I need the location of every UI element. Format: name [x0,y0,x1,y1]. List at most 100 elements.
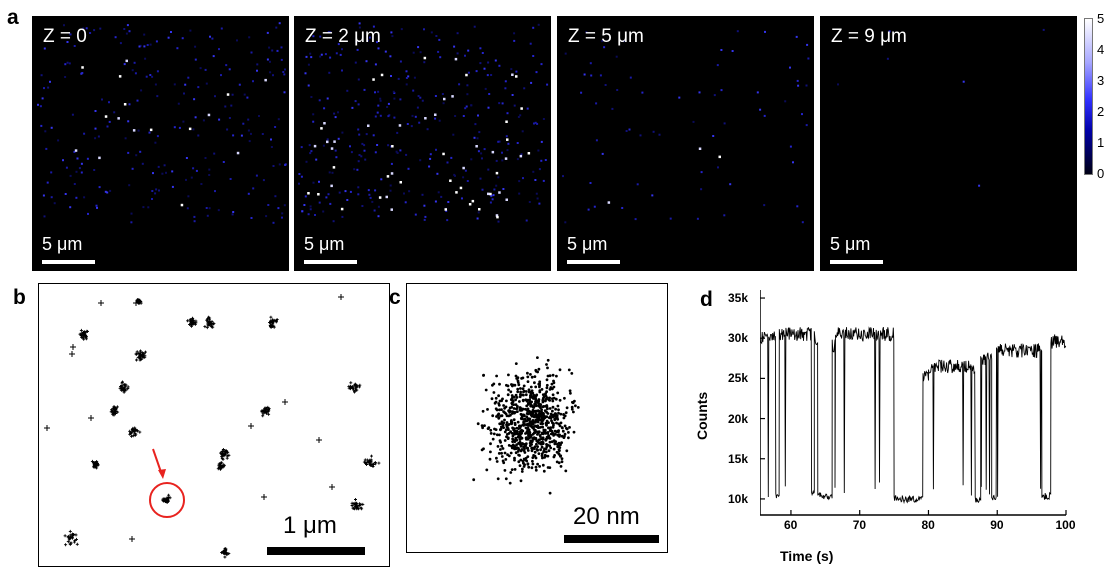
scale-bar [830,260,883,264]
speckle [226,128,229,131]
localization-mark [133,432,137,436]
localization-point [498,433,501,437]
speckle [119,42,122,45]
localization-point [530,443,533,446]
localization-point [521,399,525,403]
speckle [466,93,469,96]
localization-mark [282,399,288,405]
bright-spot [264,78,267,82]
localization-point [533,431,537,435]
speckle [208,174,211,176]
localization-point [545,410,548,414]
localization-mark [370,454,373,458]
speckle [418,121,421,124]
localization-mark [79,328,83,332]
localization-mark [133,300,139,306]
speckle [595,102,598,105]
localization-mark [84,335,88,339]
speckle [806,43,809,46]
speckle [269,60,271,63]
panel-label-a: a [7,6,19,29]
speckle [403,192,405,195]
speckle [326,97,329,100]
localization-mark [377,461,381,465]
localization-mark [68,537,72,541]
speckle [151,75,154,78]
colorbar-tick: 2 [1097,104,1105,119]
localization-point [510,383,514,387]
localization-point [539,422,543,426]
localization-point [495,374,498,378]
localization-mark [267,408,271,411]
speckle [104,190,107,193]
localization-point [483,424,486,427]
speckle [599,74,602,77]
speckle [258,115,260,117]
localization-point [541,393,545,396]
localization-point [530,440,534,443]
localization-point [526,403,530,406]
speckle [252,187,255,190]
speckle [280,46,283,49]
speckle [436,172,439,175]
speckle [698,91,701,94]
localization-mark [223,547,227,550]
localization-point [540,445,544,449]
speckle [389,55,392,58]
localization-point [541,412,545,416]
speckle [513,32,516,35]
speckle [603,46,606,49]
speckle [192,128,195,131]
speckle [272,165,275,167]
localization-point [514,403,518,406]
localization-point [489,450,492,454]
speckle [357,160,360,163]
speckle [334,116,337,119]
speckle [529,42,532,45]
speckle [157,165,160,168]
localization-point [511,400,515,403]
localization-point [500,444,504,448]
localization-mark [367,460,371,464]
localization-point [544,399,547,403]
speckle [73,183,76,185]
bright-spot [475,145,478,148]
localization-point [536,462,539,466]
localization-point [569,391,572,395]
bright-spot [380,73,384,77]
speckle [354,61,357,64]
image-z0: Z = 0 5 μm [32,16,289,271]
speckle [94,110,97,112]
panel-label-b: b [13,286,26,309]
speckle [658,133,661,136]
speckle [729,183,732,186]
localization-point [551,431,555,435]
speckle [248,36,251,39]
localization-point [508,411,511,414]
speckle [430,31,433,34]
localization-point [533,395,537,399]
localization-mark [135,350,139,354]
bright-spot [519,154,523,158]
speckle [731,50,734,52]
speckle [200,183,203,185]
localization-point [497,394,500,398]
localization-point [527,418,531,422]
scale-bar [42,260,95,264]
speckle [214,95,216,98]
localization-point [472,478,476,482]
localization-point [497,402,501,405]
localization-point [522,389,526,393]
bright-spot [491,150,495,154]
speckle [540,159,543,162]
localization-mark [85,330,89,333]
speckle [516,142,519,144]
bright-spot [489,192,492,196]
localization-point [507,423,511,426]
speckle [123,28,126,30]
speckle [161,172,164,175]
speckle [358,26,361,29]
speckle [328,171,331,174]
speckle [255,174,258,177]
localization-point [498,422,502,426]
